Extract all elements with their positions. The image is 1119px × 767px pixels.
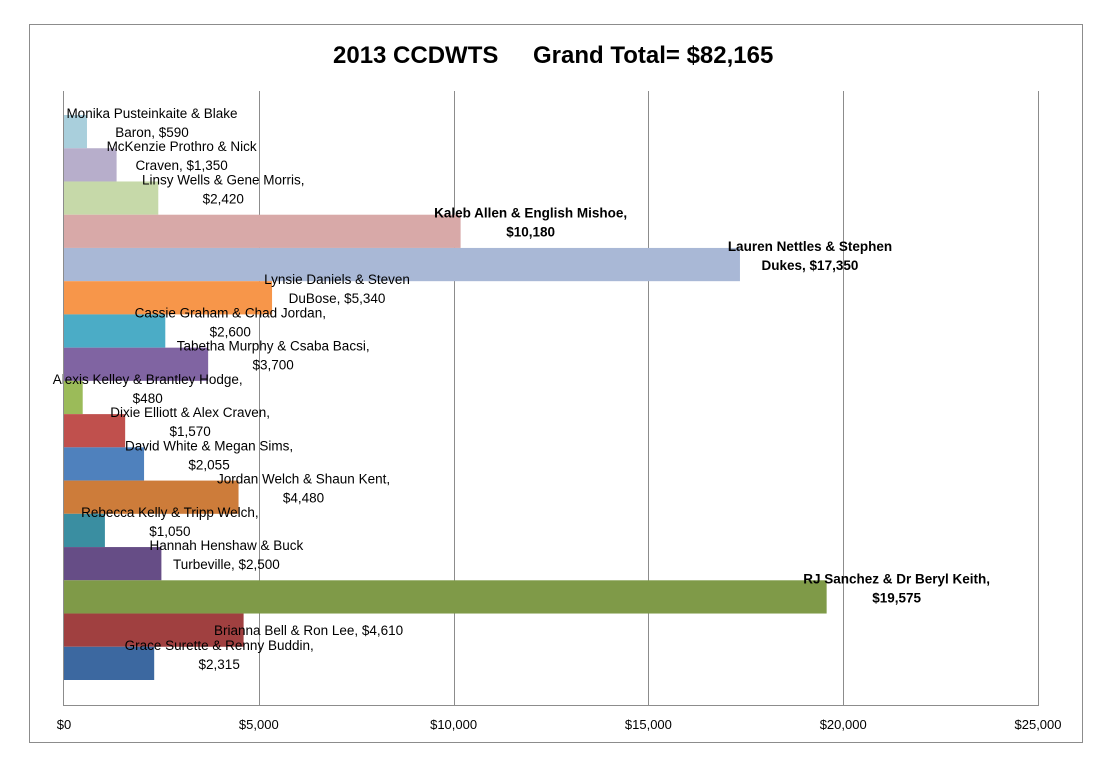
data-label: Kaleb Allen & English Mishoe, $10,180 <box>434 206 627 240</box>
x-tick-label: $15,000 <box>625 717 672 732</box>
bar <box>64 347 209 381</box>
bar <box>64 480 239 514</box>
bar <box>64 513 105 548</box>
bar <box>64 115 87 149</box>
bar-labels-group: Monika Pusteinkaite & Blake Baron, $590Mc… <box>53 106 990 672</box>
x-tick-label: $20,000 <box>820 717 867 732</box>
data-label: Cassie Graham & Chad Jordan, $2,600 <box>135 305 326 339</box>
data-label: Jordan Welch & Shaun Kent, $4,480 <box>217 472 390 506</box>
bar <box>64 148 117 182</box>
data-label: Monika Pusteinkaite & Blake Baron, $590 <box>66 106 237 140</box>
data-label: Linsy Wells & Gene Morris, $2,420 <box>142 172 305 206</box>
x-axis-ticks: $0 $5,000 $10,000 $15,000 $20,000 $25,000 <box>57 717 1062 732</box>
data-label: Alexis Kelley & Brantley Hodge, $480 <box>53 372 243 406</box>
bar <box>64 214 461 248</box>
bar <box>64 247 740 282</box>
data-label: David White & Megan Sims, $2,055 <box>125 438 293 472</box>
bar <box>64 414 126 448</box>
data-label: McKenzie Prothro & Nick Craven, $1,350 <box>107 139 257 173</box>
data-label: Tabetha Murphy & Csaba Bacsi, $3,700 <box>177 339 370 373</box>
bar <box>64 314 166 348</box>
data-label: Lynsie Daniels & Steven DuBose, $5,340 <box>264 272 410 306</box>
bar <box>64 613 244 647</box>
bar <box>64 580 827 614</box>
bar <box>64 181 159 215</box>
chart-frame: 2013 CCDWTS Grand Total= $82,165 Monika … <box>29 24 1083 743</box>
x-tick-label: $0 <box>57 717 71 732</box>
data-label: RJ Sanchez & Dr Beryl Keith, $19,575 <box>803 571 990 605</box>
bar <box>64 380 83 415</box>
bar <box>64 646 155 680</box>
data-label: Grace Surette & Renny Buddin, $2,315 <box>125 638 314 672</box>
bar-chart: 2013 CCDWTS Grand Total= $82,165 Monika … <box>53 42 1062 732</box>
data-label: Rebecca Kelly & Tripp Welch, $1,050 <box>81 505 259 539</box>
x-tick-label: $5,000 <box>239 717 279 732</box>
x-tick-label: $25,000 <box>1015 717 1062 732</box>
bar <box>64 447 145 481</box>
bar <box>64 547 162 581</box>
data-label: Lauren Nettles & Stephen Dukes, $17,350 <box>728 239 892 273</box>
chart-title-left: 2013 CCDWTS <box>333 42 498 69</box>
data-label: Hannah Henshaw & Buck Turbeville, $2,500 <box>149 538 303 572</box>
chart-title-right: Grand Total= $82,165 <box>533 42 773 69</box>
bar <box>64 281 273 315</box>
bars-group <box>64 115 827 680</box>
x-tick-label: $10,000 <box>430 717 477 732</box>
data-label: Dixie Elliott & Alex Craven, $1,570 <box>110 405 270 439</box>
data-label: Brianna Bell & Ron Lee, $4,610 <box>214 623 403 638</box>
